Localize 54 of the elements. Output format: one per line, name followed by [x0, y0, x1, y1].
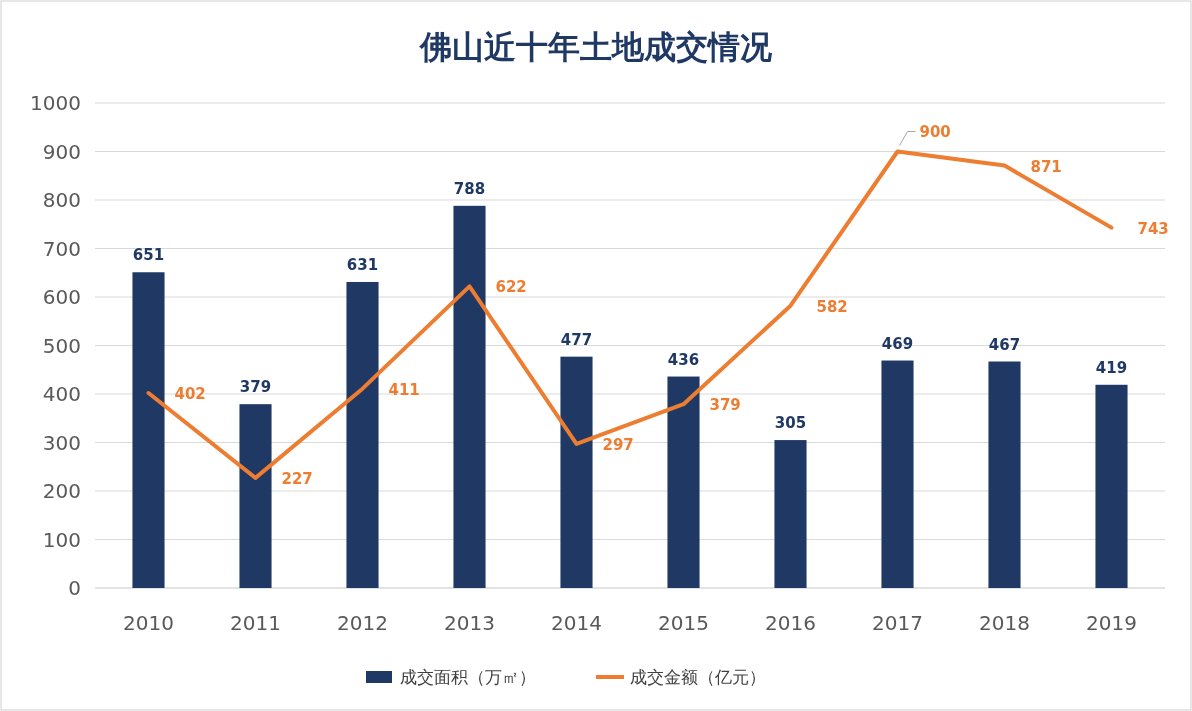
y-tick-label: 400 — [42, 382, 81, 406]
data-label: 631 — [346, 255, 379, 274]
bar — [132, 272, 165, 588]
bar — [881, 360, 914, 588]
y-tick-label: 0 — [68, 576, 81, 600]
y-tick-label: 200 — [42, 479, 81, 503]
x-tick-label: 2018 — [979, 611, 1030, 635]
data-label: 582 — [816, 297, 848, 316]
y-tick-label: 800 — [42, 188, 81, 212]
data-label: 477 — [560, 330, 593, 349]
data-label: 871 — [1030, 157, 1062, 176]
x-tick-label: 2010 — [123, 611, 174, 635]
x-tick-label: 2013 — [444, 611, 495, 635]
data-label: 379 — [709, 396, 741, 415]
data-label: 436 — [667, 350, 700, 369]
bar — [1095, 384, 1128, 588]
data-label: 402 — [174, 385, 206, 404]
x-tick-label: 2019 — [1086, 611, 1137, 635]
y-tick-label: 500 — [42, 333, 81, 358]
y-tick-label: 100 — [42, 527, 81, 552]
x-tick-label: 2017 — [872, 611, 923, 635]
bar — [667, 376, 700, 588]
bar — [774, 440, 807, 588]
x-tick-label: 2015 — [658, 611, 709, 635]
data-label: 419 — [1095, 358, 1128, 377]
data-label: 467 — [988, 335, 1021, 354]
x-tick-label: 2016 — [765, 611, 816, 635]
y-tick-label: 600 — [42, 285, 81, 309]
data-label: 900 — [919, 122, 951, 141]
y-tick-label: 900 — [42, 139, 81, 164]
bar — [988, 361, 1021, 588]
data-label: 411 — [388, 380, 420, 399]
bar — [239, 404, 272, 588]
legend-label: 成交面积（万㎡） — [400, 667, 536, 687]
data-label: 743 — [1137, 219, 1169, 238]
data-label: 651 — [132, 246, 165, 265]
x-tick-label: 2012 — [337, 611, 388, 635]
data-label: 297 — [602, 435, 634, 454]
x-tick-label: 2014 — [551, 611, 602, 635]
chart-title: 佛山近十年土地成交情况 — [419, 28, 773, 66]
data-label: 622 — [495, 278, 527, 297]
legend-label: 成交金额（亿元） — [630, 667, 766, 687]
y-tick-label: 300 — [42, 430, 81, 455]
data-label: 469 — [881, 334, 914, 353]
y-tick-label: 700 — [42, 236, 81, 261]
data-label: 227 — [281, 469, 313, 488]
data-label: 305 — [774, 414, 807, 433]
bar — [346, 281, 379, 588]
bar — [560, 356, 593, 588]
bar — [453, 205, 486, 588]
y-tick-label: 1000 — [30, 91, 81, 115]
data-label: 788 — [453, 179, 486, 198]
data-label: 379 — [239, 378, 272, 397]
x-tick-label: 2011 — [230, 611, 281, 635]
